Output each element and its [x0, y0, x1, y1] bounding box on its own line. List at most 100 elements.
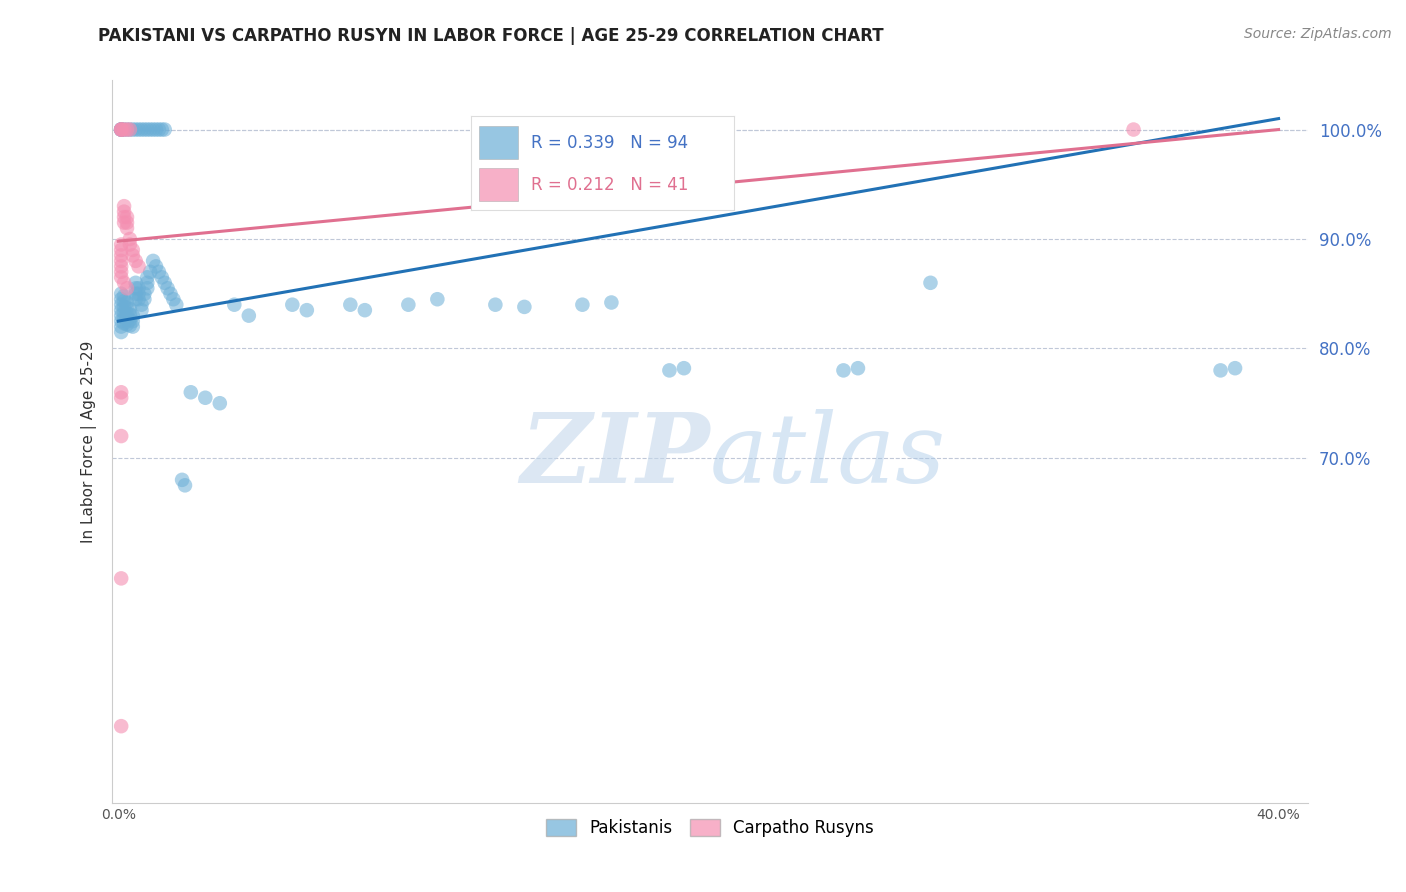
Point: [571, 298, 593, 312]
Point: [165, 298, 187, 312]
Point: [131, 298, 153, 312]
Point: [484, 298, 506, 312]
Point: [125, 286, 148, 301]
Point: [110, 270, 132, 285]
Point: [118, 237, 141, 252]
Point: [396, 298, 419, 312]
Point: [110, 314, 132, 328]
Point: [115, 306, 138, 320]
Point: [112, 300, 135, 314]
Point: [128, 292, 150, 306]
Point: [110, 325, 132, 339]
Point: [121, 248, 143, 262]
Point: [136, 281, 159, 295]
Point: [846, 361, 869, 376]
Point: [112, 199, 135, 213]
Point: [136, 122, 159, 136]
Point: [172, 473, 194, 487]
Point: [131, 122, 153, 136]
Point: [339, 298, 361, 312]
Point: [110, 391, 132, 405]
Point: [112, 289, 135, 303]
Point: [136, 276, 159, 290]
Point: [672, 361, 695, 376]
Point: [139, 122, 162, 136]
Point: [112, 276, 135, 290]
Point: [110, 122, 132, 136]
Point: [110, 571, 132, 585]
Point: [115, 318, 138, 332]
Point: [121, 319, 143, 334]
Point: [110, 122, 132, 136]
Point: [121, 309, 143, 323]
Point: [112, 122, 135, 136]
Point: [145, 260, 167, 274]
Point: [115, 216, 138, 230]
Point: [110, 319, 132, 334]
Point: [115, 295, 138, 310]
Point: [118, 318, 141, 333]
Point: [121, 314, 143, 328]
Point: [1223, 361, 1246, 376]
Point: [112, 305, 135, 319]
Point: [513, 300, 536, 314]
Point: [145, 122, 167, 136]
Point: [1209, 363, 1232, 377]
Point: [115, 281, 138, 295]
Point: [1122, 122, 1144, 136]
Point: [353, 303, 375, 318]
Y-axis label: In Labor Force | Age 25-29: In Labor Force | Age 25-29: [80, 341, 97, 542]
Point: [600, 295, 623, 310]
Point: [110, 237, 132, 252]
Point: [110, 260, 132, 274]
Point: [112, 294, 135, 309]
Point: [110, 385, 132, 400]
Point: [156, 281, 179, 295]
Point: [125, 253, 148, 268]
Point: [180, 385, 202, 400]
Point: [115, 122, 138, 136]
Text: PAKISTANI VS CARPATHO RUSYN IN LABOR FORCE | AGE 25-29 CORRELATION CHART: PAKISTANI VS CARPATHO RUSYN IN LABOR FOR…: [98, 27, 884, 45]
Point: [832, 363, 855, 377]
Point: [150, 122, 173, 136]
Point: [112, 310, 135, 325]
Point: [112, 122, 135, 136]
Point: [115, 312, 138, 326]
Point: [224, 298, 246, 312]
Point: [148, 122, 170, 136]
Point: [110, 429, 132, 443]
Point: [208, 396, 231, 410]
Point: [118, 122, 141, 136]
Point: [238, 309, 260, 323]
Point: [174, 478, 197, 492]
Point: [134, 286, 156, 301]
Point: [118, 308, 141, 322]
Point: [118, 313, 141, 327]
Text: ZIP: ZIP: [520, 409, 710, 503]
Point: [128, 286, 150, 301]
Point: [110, 253, 132, 268]
Point: [426, 292, 449, 306]
Point: [125, 281, 148, 295]
Point: [110, 286, 132, 301]
Point: [110, 719, 132, 733]
Point: [128, 260, 150, 274]
Point: [148, 265, 170, 279]
Point: [110, 122, 132, 136]
Point: [295, 303, 318, 318]
Point: [920, 276, 942, 290]
Point: [162, 292, 184, 306]
Point: [110, 122, 132, 136]
Point: [128, 281, 150, 295]
Point: [115, 210, 138, 224]
Point: [159, 286, 181, 301]
Point: [121, 243, 143, 257]
Point: [110, 122, 132, 136]
Point: [112, 204, 135, 219]
Point: [110, 248, 132, 262]
Point: [125, 276, 148, 290]
Point: [125, 292, 148, 306]
Point: [110, 265, 132, 279]
Point: [153, 276, 176, 290]
Point: [134, 122, 156, 136]
